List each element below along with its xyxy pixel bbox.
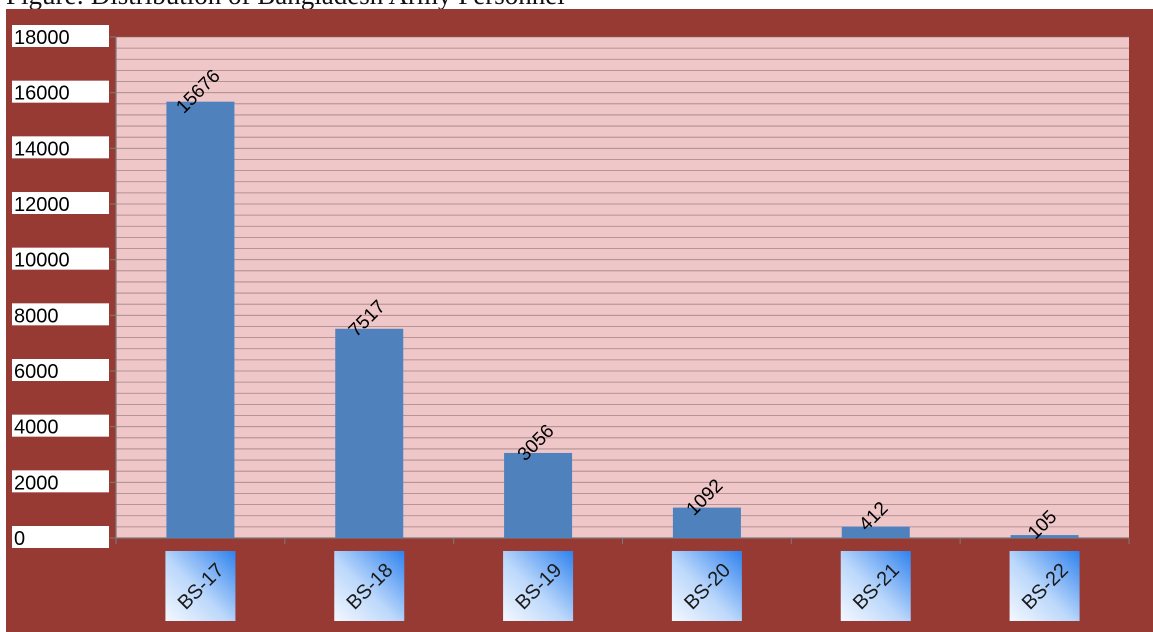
y-tick-label: 12000 [14, 194, 70, 216]
y-tick-label: 6000 [14, 361, 59, 383]
figure-caption: Figure: Distribution of Bangladesh Army … [6, 0, 565, 10]
y-tick-label: 14000 [14, 138, 70, 160]
y-tick-box [12, 25, 109, 47]
y-tick-label: 4000 [14, 417, 59, 439]
y-tick-box [12, 526, 109, 548]
bar-bs-19 [504, 452, 573, 538]
y-tick-label: 18000 [14, 27, 70, 49]
caption-text: Figure: Distribution of Bangladesh Army … [6, 0, 565, 10]
y-tick-box [12, 247, 109, 270]
y-tick-box [12, 414, 109, 437]
x-label-tile [671, 551, 742, 621]
x-label-tile [165, 551, 236, 621]
x-label-tile [334, 551, 405, 621]
bar-bs-21 [841, 526, 910, 538]
bar-bs-22 [1010, 535, 1079, 538]
y-tick-box [12, 470, 109, 493]
x-axis-tick-labels: BS-17 BS-18 BS-19 BS-20 BS-21 BS-22 [115, 538, 1130, 621]
y-tick-box [12, 136, 109, 159]
y-tick-label: 0 [14, 528, 25, 550]
x-label-tile [503, 551, 574, 621]
y-axis-tick-labels: 0 2000 4000 6000 8000 10000 12000 14000 16000 180… [12, 25, 116, 550]
y-tick-box [12, 80, 109, 103]
y-tick-box [12, 192, 109, 214]
y-tick-label: 2000 [14, 472, 59, 494]
y-tick-label: 16000 [14, 83, 70, 105]
bar-bs-17 [166, 101, 235, 539]
plot-area [116, 37, 1129, 538]
gridlines [116, 36, 1129, 528]
x-label-tile [840, 551, 911, 621]
y-tick-box [12, 359, 109, 381]
bar-bs-18 [335, 328, 404, 538]
y-tick-label: 8000 [14, 305, 59, 327]
bar-bs-20 [672, 507, 741, 538]
bars [166, 101, 1079, 539]
y-tick-box [12, 303, 109, 326]
x-label-tile [1009, 551, 1080, 621]
y-tick-label: 10000 [14, 250, 70, 272]
